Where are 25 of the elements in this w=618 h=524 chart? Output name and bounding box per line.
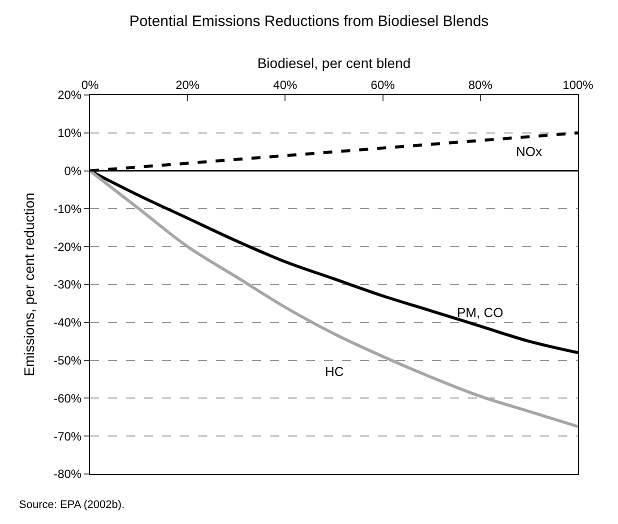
- y-axis-title: Emissions, per cent reduction: [21, 192, 38, 376]
- x-tick-label: 0%: [81, 78, 99, 92]
- x-tick-label: 20%: [176, 78, 200, 92]
- series-label: NOx: [516, 144, 542, 159]
- chart-title: Potential Emissions Reductions from Biodiesel Blends: [129, 13, 489, 30]
- series-label: HC: [325, 364, 344, 379]
- x-tick-label: 100%: [562, 78, 594, 92]
- x-axis-title: Biodiesel, per cent blend: [257, 54, 411, 71]
- y-tick-label: -20%: [54, 240, 82, 254]
- line-series: [90, 169, 578, 428]
- x-tick-label: 60%: [370, 78, 396, 92]
- y-tick-label: 0%: [64, 164, 82, 178]
- y-tick-label: -40%: [54, 316, 82, 330]
- y-tick-label: -70%: [54, 429, 82, 444]
- y-tick-label: 20%: [58, 88, 82, 102]
- y-tick-label: -80%: [54, 467, 82, 482]
- source-note: Source: EPA (2002b).: [19, 499, 125, 511]
- y-tick-label: -30%: [54, 278, 82, 292]
- series-label: PM, CO: [457, 305, 504, 320]
- x-tick-label: 40%: [273, 78, 298, 92]
- y-tick-label: -60%: [54, 391, 82, 406]
- y-tick-label: 10%: [58, 126, 82, 140]
- y-tick-label: -10%: [54, 202, 82, 216]
- y-tick-label: -50%: [54, 354, 82, 368]
- x-tick-label: 80%: [468, 78, 493, 92]
